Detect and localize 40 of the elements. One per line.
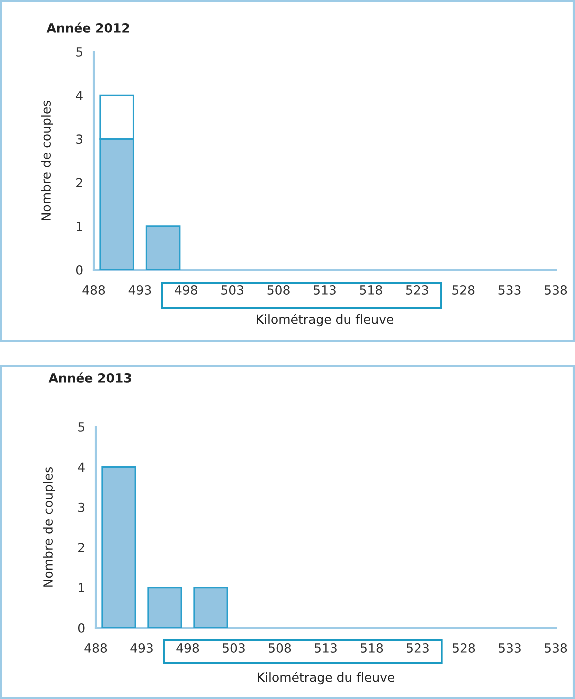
x-tick-label: 518 (361, 644, 384, 653)
x-tick-label: 508 (269, 644, 292, 653)
x-tick-label: 523 (406, 286, 428, 295)
y-tick-label: 4 (76, 91, 83, 100)
x-tick-label: 498 (176, 644, 200, 653)
x-tick-label: 528 (452, 286, 475, 295)
y-axis-title: Nombre de couples (43, 467, 56, 587)
x-axis-title: Kilométrage du fleuve (257, 314, 394, 327)
x-tick-label: 513 (315, 644, 337, 653)
x-tick-label: 538 (545, 644, 568, 653)
y-tick-label: 5 (78, 422, 84, 432)
x-tick-label: 523 (407, 644, 429, 653)
x-tick-label: 488 (82, 286, 106, 295)
x-tick-label: 503 (223, 644, 245, 653)
x-tick-label: 538 (545, 286, 568, 295)
x-tick-label: 533 (498, 286, 521, 295)
y-tick-label: 3 (78, 502, 85, 512)
x-tick-label: 518 (360, 286, 382, 295)
y-tick-label: 0 (78, 623, 85, 633)
x-tick-label: 493 (128, 286, 152, 295)
y-tick-label: 0 (76, 265, 83, 275)
y-tick-label: 1 (77, 222, 82, 232)
y-tick-label: 2 (78, 543, 84, 552)
y-tick-label: 1 (79, 583, 84, 593)
x-tick-label: 513 (314, 286, 336, 295)
x-tick-label: 533 (499, 644, 521, 653)
chart-title: Année 2013 (48, 372, 132, 383)
y-tick-label: 5 (76, 48, 82, 57)
x-tick-label: 498 (175, 286, 198, 295)
x-tick-label: 493 (130, 644, 153, 653)
y-tick-label: 4 (78, 462, 85, 472)
y-tick-label: 3 (76, 134, 83, 144)
x-tick-label: 503 (222, 286, 244, 295)
x-tick-label: 528 (453, 644, 476, 653)
x-tick-label: 508 (268, 286, 290, 295)
x-tick-label: 488 (84, 644, 108, 653)
y-tick-label: 2 (76, 178, 82, 188)
y-axis-title: Nombre de couples (41, 100, 54, 220)
x-axis-title: Kilométrage du fleuve (258, 672, 395, 685)
chart-title: Année 2012 (46, 22, 130, 33)
